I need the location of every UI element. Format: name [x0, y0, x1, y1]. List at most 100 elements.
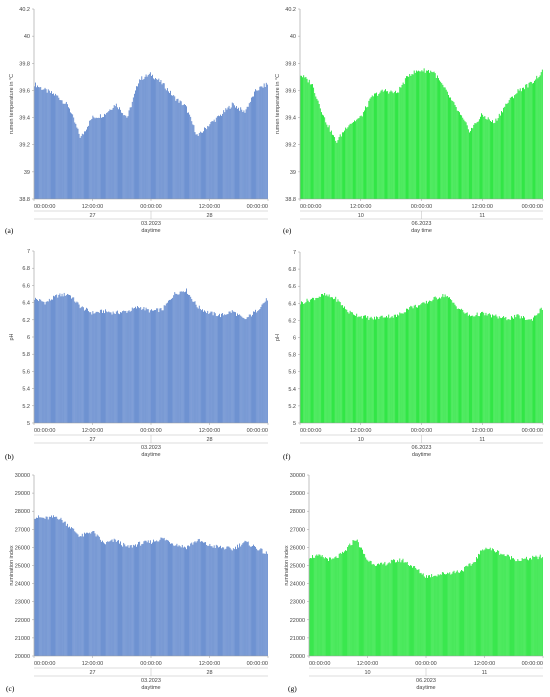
- x-tick-label: 12:00:00: [350, 204, 371, 210]
- data-bar: [95, 117, 97, 199]
- data-bar: [371, 564, 373, 656]
- data-bar: [190, 296, 192, 423]
- data-bar: [131, 307, 133, 423]
- data-bar: [433, 575, 435, 656]
- data-bar: [453, 302, 455, 423]
- data-bar: [149, 540, 151, 656]
- data-bar: [333, 135, 334, 199]
- data-bar: [173, 95, 175, 199]
- data-bar: [430, 300, 432, 423]
- data-bar: [436, 299, 438, 423]
- data-bar: [309, 299, 311, 423]
- data-bar: [522, 318, 523, 423]
- data-bar: [315, 298, 317, 423]
- data-bar: [361, 116, 363, 199]
- data-bar: [265, 551, 267, 656]
- data-bar: [489, 120, 491, 199]
- data-bar: [441, 83, 443, 199]
- data-bar: [228, 105, 230, 199]
- data-bar: [383, 563, 385, 656]
- data-bar: [516, 314, 518, 423]
- y-tick-label: 39.8: [19, 61, 30, 67]
- data-bar: [43, 301, 45, 423]
- data-bar: [424, 303, 426, 423]
- x-tick-label: 00:00:00: [411, 204, 432, 210]
- data-bar: [101, 117, 102, 199]
- data-bar: [465, 122, 467, 199]
- data-bar: [121, 545, 122, 656]
- data-bar: [359, 116, 361, 199]
- data-bar: [397, 92, 398, 199]
- data-bar: [172, 543, 174, 656]
- data-bar: [533, 317, 534, 423]
- data-bar: [108, 111, 110, 199]
- y-tick-label: 6: [27, 335, 30, 341]
- y-tick-label: 6.2: [288, 318, 296, 324]
- data-bar: [324, 293, 326, 423]
- data-bar: [335, 140, 337, 199]
- day-label: 27: [89, 437, 95, 443]
- data-bar: [461, 115, 463, 199]
- data-bar: [73, 117, 75, 199]
- data-bar: [174, 545, 176, 656]
- data-bar: [465, 566, 467, 656]
- data-bar: [439, 574, 441, 656]
- data-bar: [481, 311, 482, 423]
- data-bar: [161, 84, 163, 199]
- x-axis-label: daytime: [416, 685, 435, 691]
- data-bar: [212, 121, 214, 199]
- data-bar: [357, 542, 359, 656]
- data-bar: [38, 301, 40, 423]
- data-bar: [445, 574, 446, 656]
- data-bar: [198, 133, 200, 199]
- data-bar: [174, 292, 176, 423]
- data-bar: [372, 96, 374, 199]
- x-tick-label: 00:00:00: [522, 428, 543, 434]
- data-bar: [198, 538, 200, 656]
- data-bar: [250, 97, 252, 199]
- data-bar: [534, 556, 536, 656]
- data-bar: [175, 293, 177, 423]
- data-bar: [49, 516, 51, 656]
- data-bar: [381, 562, 383, 656]
- x-tick-label: 12:00:00: [82, 204, 103, 210]
- data-bar: [248, 314, 250, 423]
- data-bar: [97, 312, 99, 423]
- data-bar: [144, 76, 146, 199]
- data-bar: [194, 301, 196, 423]
- data-bar: [239, 543, 241, 656]
- data-bar: [202, 541, 203, 656]
- y-tick-label: 40: [24, 34, 30, 40]
- data-bar: [323, 115, 324, 199]
- data-bar: [397, 560, 399, 656]
- y-axis-label: rumination index: [284, 545, 290, 586]
- data-bar: [92, 311, 94, 423]
- y-tick-label: 39.4: [285, 116, 296, 122]
- month-label: 06.2023: [412, 445, 432, 451]
- data-bar: [417, 307, 418, 423]
- data-bar: [141, 76, 143, 199]
- data-bar: [345, 550, 346, 656]
- data-bar: [220, 545, 221, 656]
- data-bar: [511, 556, 512, 656]
- data-bar: [60, 296, 62, 423]
- data-bar: [116, 540, 118, 656]
- data-bar: [258, 310, 260, 423]
- data-bar: [128, 110, 130, 199]
- y-axis-label: pH: [9, 333, 15, 340]
- data-bar: [255, 89, 257, 199]
- data-bar: [481, 550, 483, 656]
- data-bar: [216, 545, 218, 656]
- data-bar: [148, 312, 150, 423]
- data-bar: [125, 115, 127, 199]
- data-bar: [471, 564, 473, 656]
- data-bar: [69, 295, 70, 423]
- data-bar: [400, 313, 402, 423]
- y-tick-label: 26000: [15, 545, 30, 551]
- data-bar: [255, 309, 257, 423]
- data-bar: [259, 549, 261, 656]
- data-bar: [347, 546, 349, 656]
- data-bar: [530, 557, 532, 656]
- data-bar: [207, 310, 209, 423]
- data-bar: [534, 315, 535, 423]
